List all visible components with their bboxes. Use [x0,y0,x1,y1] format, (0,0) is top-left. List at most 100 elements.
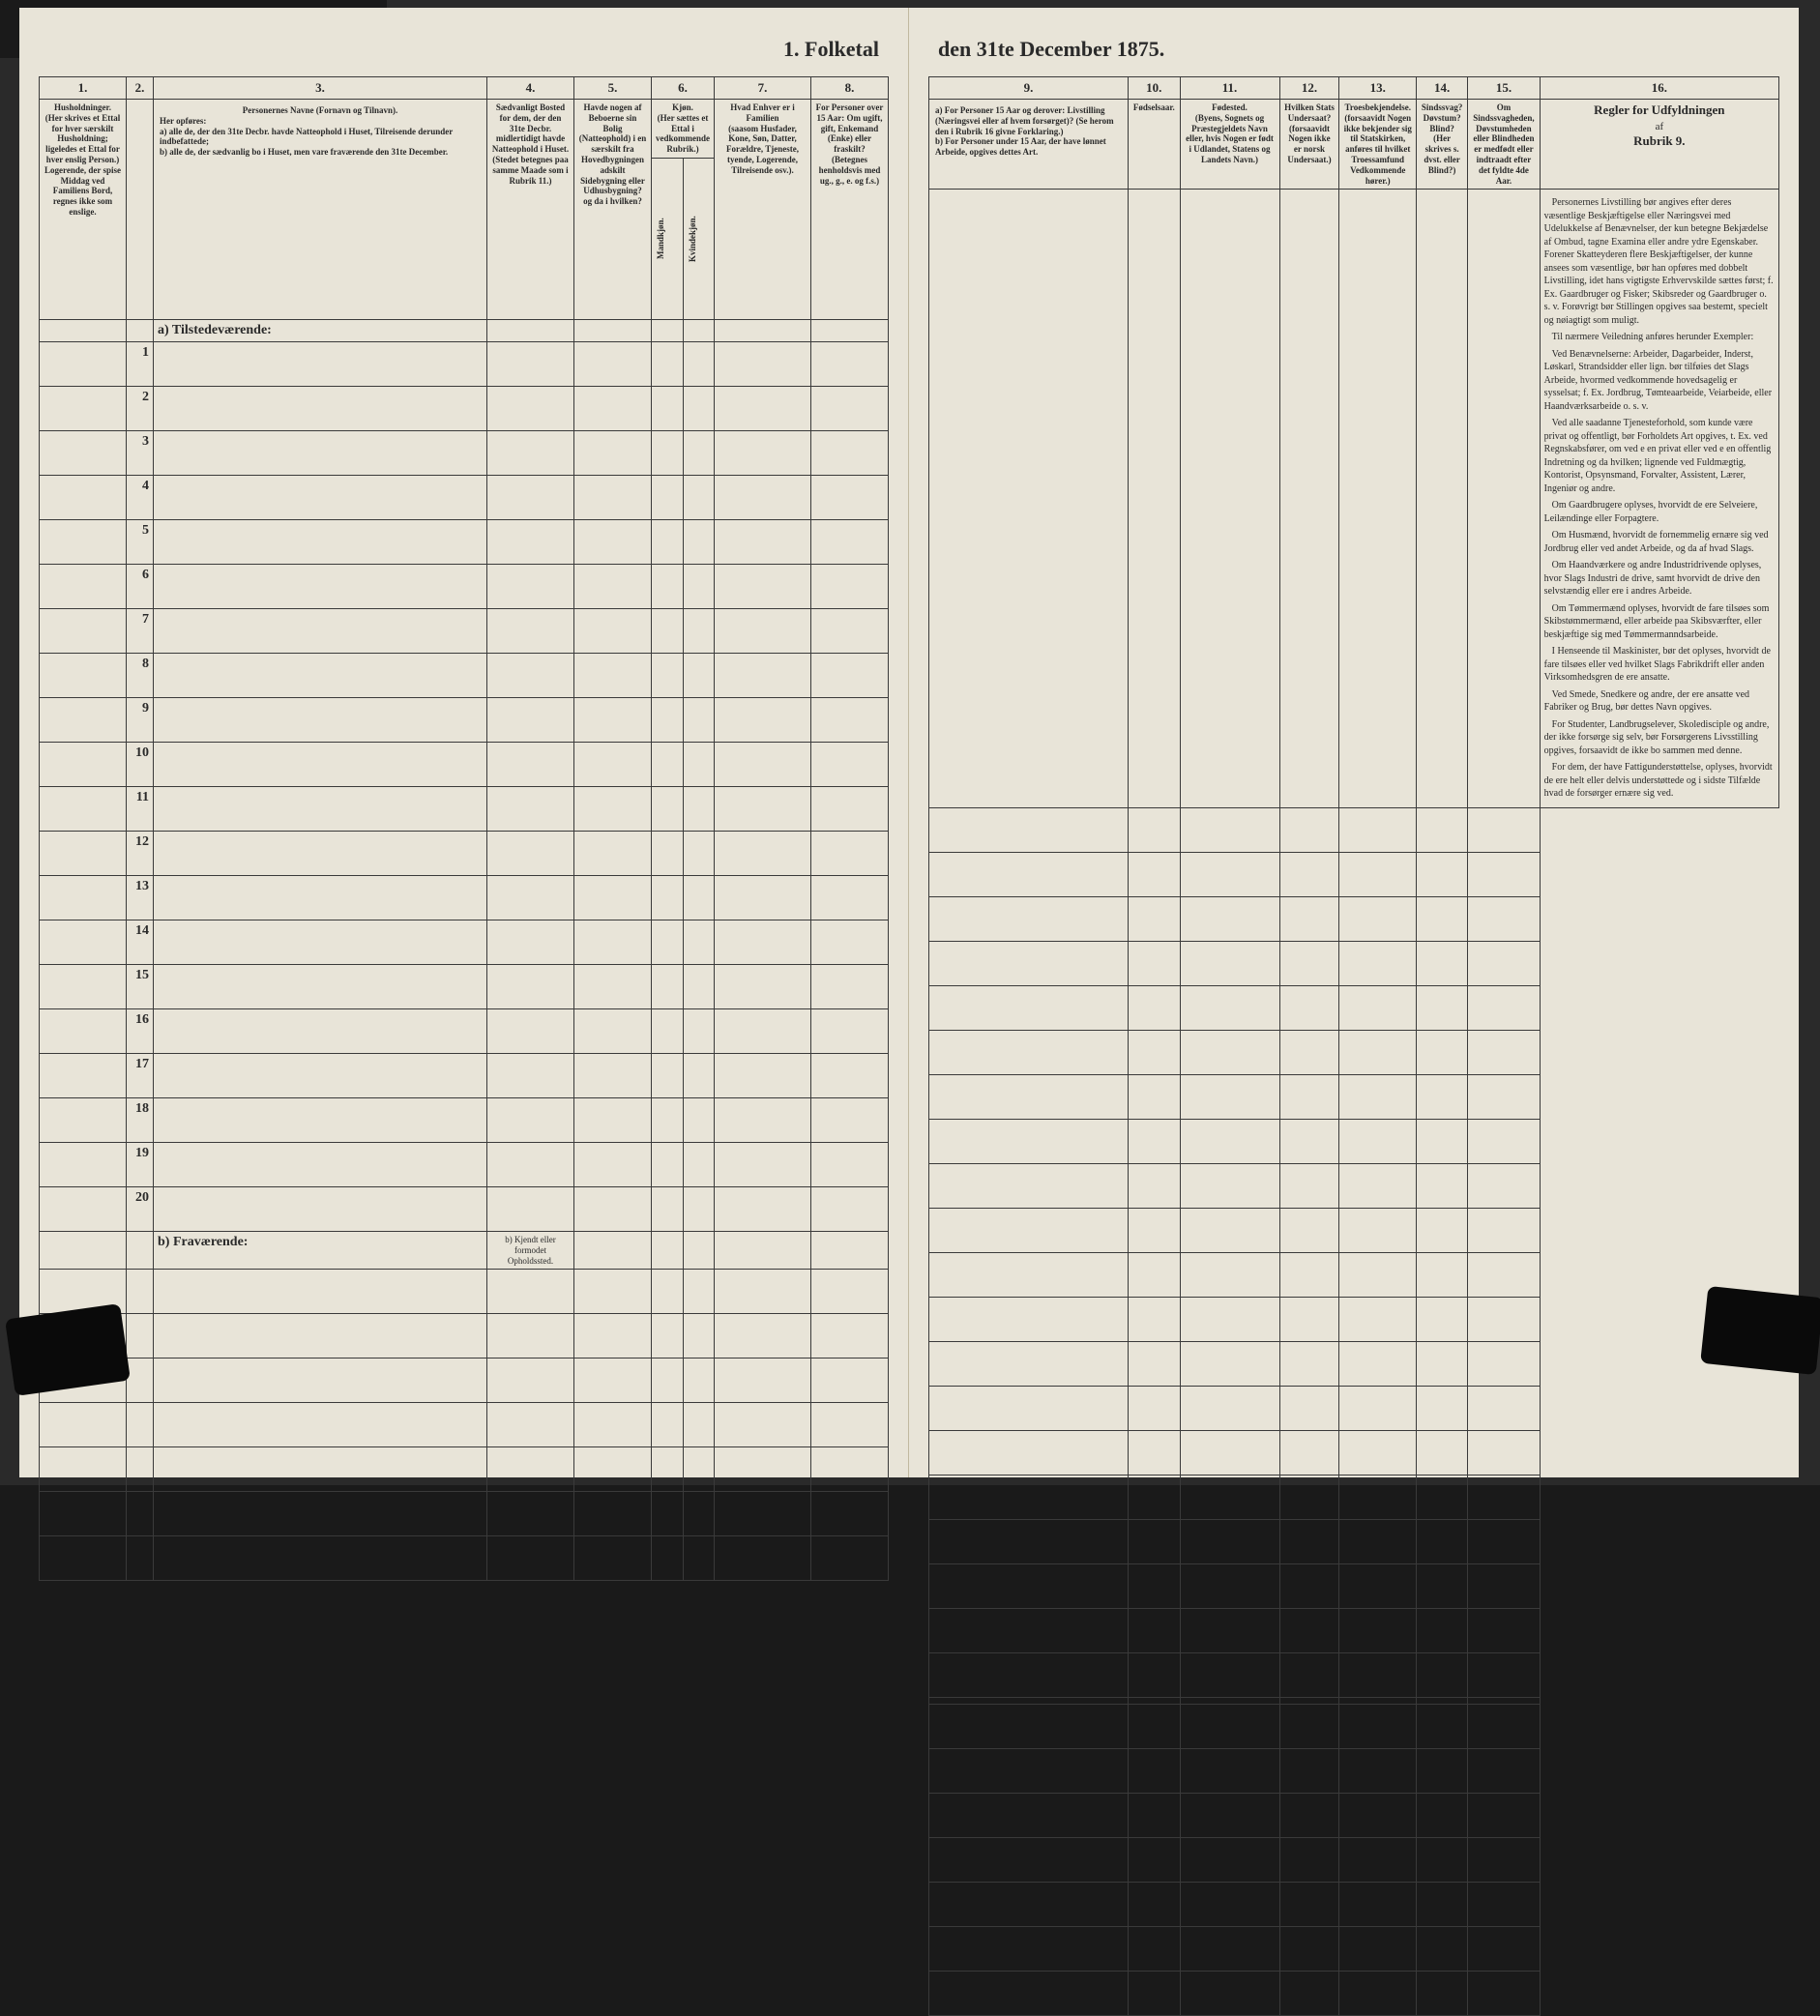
cell [1468,1704,1540,1748]
cell [652,475,684,519]
cell [574,964,652,1008]
cell [1279,1793,1339,1837]
hdr-col14-sub: (Her skrives s. dvst. eller Blind?) [1424,133,1460,174]
cell [154,386,487,430]
colnum-15: 15. [1468,77,1540,100]
cell [652,964,684,1008]
cell [652,1231,684,1269]
cell [652,519,684,564]
cell [1180,1926,1279,1971]
cell [40,742,127,786]
cell [1129,896,1180,941]
table-row [929,1882,1779,1926]
cell [487,1536,574,1581]
table-row [929,1341,1779,1386]
cell [1339,1971,1417,2015]
cell [652,386,684,430]
cell [487,920,574,964]
row-number: 12 [127,831,154,875]
table-row: 8 [40,653,889,697]
cell [1339,1074,1417,1119]
cell [1180,1697,1279,1704]
hdr-col11: Fødested. (Byens, Sognets og Præstegjeld… [1180,100,1279,190]
cell [1129,190,1180,808]
cell [1339,852,1417,896]
cell [1468,1163,1540,1208]
cell [487,1270,574,1314]
table-row [929,1208,1779,1252]
cell [1180,1704,1279,1748]
cell [1279,1563,1339,1608]
hdr-col16-sub: af [1656,121,1664,132]
table-row [929,1519,1779,1563]
cell [683,1403,715,1447]
table-row [929,1837,1779,1882]
cell [1339,985,1417,1030]
cell [1129,1074,1180,1119]
cell [154,1492,487,1536]
row-number: 6 [127,564,154,608]
table-row [929,1297,1779,1341]
cell [1417,985,1468,1030]
cell [652,1314,684,1359]
cell [487,697,574,742]
table-row: 18 [40,1097,889,1142]
cell [1468,852,1540,896]
cell [715,1186,811,1231]
cell [574,742,652,786]
table-row [929,1608,1779,1652]
hdr-col8-title: For Personer over 15 Aar: Om ugift, gift… [816,102,884,154]
cell [574,920,652,964]
cell [1417,941,1468,985]
cell [40,1186,127,1231]
cell [574,1186,652,1231]
cell [127,1314,154,1359]
cell [1279,1297,1339,1341]
cell [929,1252,1129,1297]
cell [1129,1475,1180,1519]
cell [1417,1208,1468,1252]
cell [487,1097,574,1142]
cell [652,653,684,697]
cell [574,1270,652,1314]
cell [811,1536,889,1581]
hdr-col15: Om Sindssvagheden, Døvstumheden eller Bl… [1468,100,1540,190]
row-number: 1 [127,341,154,386]
colnum-row-right: 9. 10. 11. 12. 13. 14. 15. 16. [929,77,1779,100]
table-row [929,852,1779,896]
colnum-16: 16. [1540,77,1778,100]
colnum-13: 13. [1339,77,1417,100]
cell [154,1359,487,1403]
cell [127,1231,154,1269]
cell [1339,190,1417,808]
cell [715,1008,811,1053]
table-row: 12 [40,831,889,875]
cell [1468,1208,1540,1252]
row-number: 11 [127,786,154,831]
cell [929,941,1129,985]
cell [811,786,889,831]
cell [1129,1341,1180,1386]
cell [811,1142,889,1186]
cell [1180,1252,1279,1297]
cell [40,1231,127,1269]
page-title-left: 1. Folketal [39,37,889,62]
cell [40,697,127,742]
rows-a-right [929,807,1779,1697]
colnum-row: 1. 2. 3. 4. 5. 6. 7. 8. [40,77,889,100]
cell [127,319,154,341]
cell [574,1097,652,1142]
colnum-14: 14. [1417,77,1468,100]
hdr-col4: Sædvanligt Bosted for dem, der den 31te … [487,100,574,320]
cell [1279,1882,1339,1926]
cell [929,190,1129,808]
cell [1417,1882,1468,1926]
cell [652,1097,684,1142]
cell [1417,1926,1468,1971]
cell [1129,1030,1180,1074]
cell [154,742,487,786]
instructions-paragraph: For Studenter, Landbrugselever, Skoledis… [1544,718,1775,758]
cell [1129,941,1180,985]
cell [811,1097,889,1142]
cell [154,964,487,1008]
